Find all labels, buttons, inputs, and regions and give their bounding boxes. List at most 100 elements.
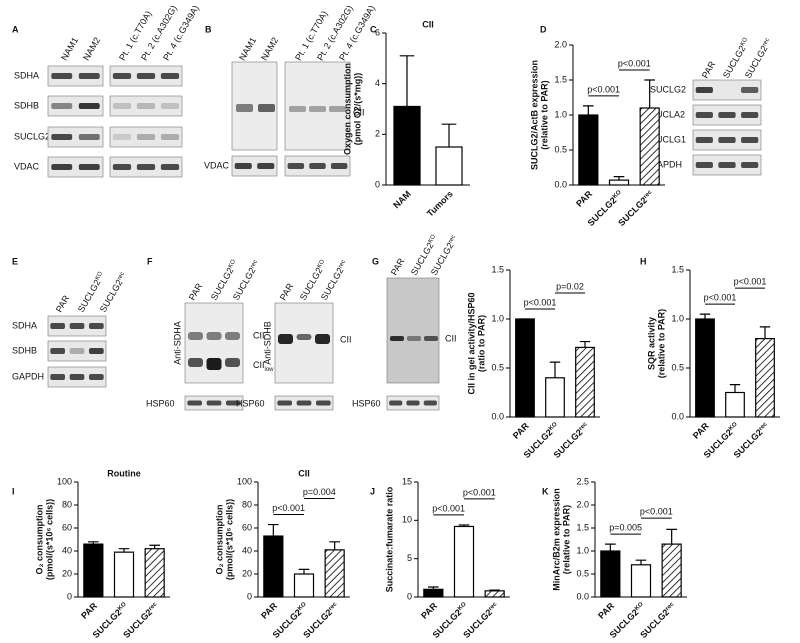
panel-letter: K (542, 486, 549, 496)
blot-band (78, 103, 100, 109)
error-bar (428, 586, 439, 590)
label-suffix: rec (337, 259, 346, 269)
y-tick-label: 80 (62, 499, 72, 509)
blot-band (51, 134, 73, 140)
error-bar (489, 589, 500, 591)
bar (578, 114, 599, 186)
blot-band (741, 112, 759, 118)
blot-band (278, 334, 293, 344)
lane-label: SUCLG2rec (98, 271, 129, 314)
blot-strip (47, 340, 107, 362)
bar (639, 107, 660, 186)
blot-band (695, 87, 713, 93)
blot-band (50, 323, 66, 329)
label-suffix: rec (327, 601, 338, 612)
blot-band (51, 164, 73, 170)
lane-label: NAM1 (59, 36, 80, 63)
label-suffix: rec (664, 601, 675, 612)
x-tick-label: SUCLG2rec (301, 601, 341, 641)
error-bar (759, 326, 771, 339)
label-suffix: KO (548, 421, 559, 432)
y-tick-label: 5 (407, 553, 412, 563)
bar (695, 318, 715, 418)
row-label: SUCLA2 (650, 109, 685, 119)
blot-band (136, 134, 156, 140)
bar (144, 548, 165, 598)
label-suffix: rec (147, 601, 158, 612)
loading-label: HSP60 (146, 398, 175, 408)
blot-band (695, 112, 713, 118)
label-suffix: rec (761, 37, 770, 47)
y-tick-label: 40 (62, 545, 72, 555)
y-tick-label: 60 (62, 522, 72, 532)
x-tick-label: SUCLG2rec (121, 601, 161, 641)
y-tick-label: 2 (375, 129, 380, 139)
blot-strip (47, 156, 104, 178)
label-base: PAR (259, 601, 279, 621)
x-tick-label: PAR (511, 421, 531, 441)
blot-strip (692, 79, 762, 101)
y-tick-label: 0.0 (491, 411, 504, 421)
label-base: Tumors (425, 189, 455, 219)
blot-band (309, 106, 326, 112)
label-suffix: KO (117, 601, 128, 612)
label-base: PAR (187, 281, 205, 302)
y-tick-label: 0.5 (671, 362, 684, 372)
blot-band (277, 400, 293, 406)
significance-label: p<0.001 (587, 84, 620, 94)
blot-band (741, 87, 759, 93)
blot-band (296, 334, 312, 340)
y-tick-label: 6 (375, 27, 380, 37)
bar (324, 549, 345, 598)
significance-label: p<0.001 (432, 503, 465, 513)
panel-letter: A (12, 24, 19, 34)
blot-band (234, 163, 252, 169)
label-base: PAR (419, 601, 439, 621)
error-bar (329, 541, 340, 550)
chart-title: CII (422, 19, 434, 29)
blot-band (258, 104, 275, 112)
error-bar (579, 340, 591, 348)
bar (423, 588, 444, 598)
y-tick-label: 1.0 (671, 313, 684, 323)
row-label: SUCLG2 (650, 84, 686, 94)
y-tick-label: 1.5 (671, 264, 684, 274)
y-tick-label: 15 (402, 476, 412, 486)
label-suffix: KO (739, 36, 749, 47)
label-base: CII (253, 360, 265, 370)
label-suffix: KO (728, 421, 739, 432)
label-base: SUCLG2 (552, 427, 585, 460)
row-label: VDAC (14, 161, 40, 171)
label-base: SUCLG2 (271, 607, 304, 640)
y-tick-label: 100 (237, 476, 252, 486)
label-base: SUCLG2 (616, 195, 649, 228)
x-tick-label: Tumors (425, 189, 455, 219)
y-axis-label: (pmol/(s*10⁶ cells)) (224, 499, 234, 580)
label-base: SUCLG2 (732, 427, 765, 460)
error-bar (729, 384, 741, 393)
row-label: SDHB (12, 345, 37, 355)
label-base: PAR (278, 281, 296, 302)
error-bar (298, 568, 310, 574)
error-bar (635, 559, 647, 565)
blot-band (406, 400, 420, 406)
y-axis-label: (ratio to PAR) (476, 315, 486, 372)
blot-band (51, 73, 73, 79)
y-tick-label: 80 (242, 499, 252, 509)
lane-label: NAM2 (259, 36, 280, 63)
blot-band (741, 162, 759, 168)
blot-band (287, 163, 305, 169)
antibody-label: Anti-SDHB (262, 321, 272, 365)
blot-band (50, 374, 66, 380)
bar (83, 543, 104, 598)
blot-band (257, 163, 275, 169)
significance-label: p<0.001 (618, 58, 651, 68)
significance-label: p<0.001 (640, 506, 673, 516)
x-tick-label: SUCLG2rec (552, 421, 592, 461)
blot-band (329, 106, 346, 112)
lane-label: SUCLG2rec (231, 259, 262, 302)
blot-band (112, 134, 132, 140)
lane-label: SUCLG2rec (319, 259, 350, 302)
bar (545, 377, 565, 418)
band-label: CIIlow (253, 360, 274, 372)
